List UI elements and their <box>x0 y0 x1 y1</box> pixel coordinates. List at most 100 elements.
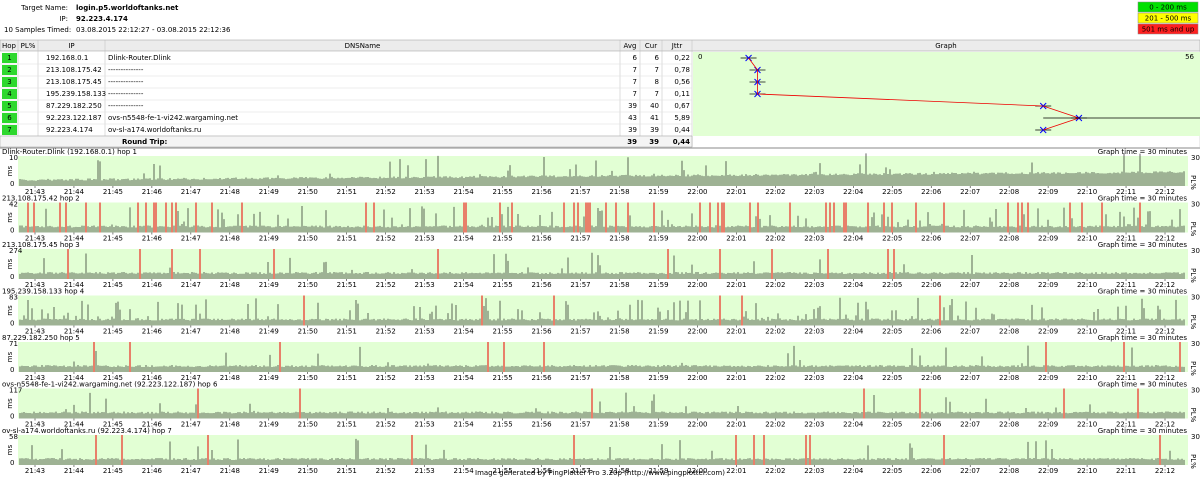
time-label: 21:45 <box>103 467 123 475</box>
ip: 213.108.175.42 <box>46 66 102 74</box>
time-label: 21:50 <box>298 188 318 196</box>
time-label: 21:48 <box>220 281 240 289</box>
graph-area <box>18 156 1188 186</box>
time-label: 22:09 <box>1038 467 1058 475</box>
time-label: 21:51 <box>337 467 357 475</box>
time-label: 21:58 <box>609 328 629 336</box>
time-label: 21:45 <box>103 328 123 336</box>
time-label: 21:46 <box>142 235 163 243</box>
pl-label: PL% <box>1189 268 1197 283</box>
time-label: 22:03 <box>804 281 824 289</box>
time-label: 22:05 <box>882 328 902 336</box>
time-label: 21:48 <box>220 235 240 243</box>
time-label: 22:00 <box>687 188 707 196</box>
y-max: 71 <box>9 340 18 348</box>
time-label: 21:50 <box>298 467 318 475</box>
column-header: Jttr <box>671 42 683 50</box>
time-label: 22:05 <box>882 235 902 243</box>
graph-area <box>18 342 1188 372</box>
time-label: 22:03 <box>804 188 824 196</box>
jttr: 0,56 <box>674 78 690 86</box>
ip: 192.168.0.1 <box>46 54 88 62</box>
time-label: 21:51 <box>337 328 357 336</box>
avg: 7 <box>633 78 637 86</box>
column-header: DNSName <box>345 42 381 50</box>
ip: 87.229.182.250 <box>46 102 102 110</box>
time-label: 22:07 <box>960 188 980 196</box>
unit: ms <box>6 305 14 316</box>
time-label: 22:10 <box>1077 328 1097 336</box>
time-label: 21:51 <box>337 188 357 196</box>
y-min: 0 <box>10 366 14 374</box>
time-label: 22:08 <box>999 421 1019 429</box>
time-label: 21:47 <box>181 188 201 196</box>
graph-title: ov-sl-a174.worldoftanks.ru (92.223.4.174… <box>2 427 172 435</box>
time-label: 22:00 <box>687 328 707 336</box>
avg: 39 <box>628 102 637 110</box>
time-label: 21:49 <box>259 281 279 289</box>
graph-bg <box>693 52 1200 136</box>
jttr: 0,67 <box>674 102 690 110</box>
time-label: 22:01 <box>726 188 746 196</box>
time-label: 22:07 <box>960 374 980 382</box>
footer: Image generated by PingPlotter Pro 3.20p… <box>475 469 725 477</box>
time-label: 22:00 <box>687 235 707 243</box>
jttr: 0,22 <box>674 54 690 62</box>
time-label: 21:59 <box>648 328 668 336</box>
time-label: 21:54 <box>454 235 475 243</box>
graph-time: Graph time = 30 minutes <box>1098 427 1188 435</box>
time-label: 22:09 <box>1038 235 1058 243</box>
time-label: 21:57 <box>570 235 590 243</box>
time-label: 22:10 <box>1077 374 1097 382</box>
graph-area <box>18 296 1188 326</box>
time-label: 21:49 <box>259 421 279 429</box>
target: login.p5.worldoftanks.net <box>76 4 179 12</box>
time-label: 21:52 <box>376 188 396 196</box>
round-trip-label: Round Trip: <box>122 138 167 146</box>
legend-label: 201 - 500 ms <box>1145 15 1192 23</box>
time-label: 22:09 <box>1038 421 1058 429</box>
dns: ov-sl-a174.worldoftanks.ru <box>108 126 201 134</box>
time-label: 22:05 <box>882 467 902 475</box>
time-label: 21:53 <box>415 467 435 475</box>
time-label: 22:07 <box>960 235 980 243</box>
time-label: 21:45 <box>103 235 123 243</box>
time-label: 22:03 <box>804 467 824 475</box>
pl-max: 30 <box>1191 387 1200 395</box>
column-header: Hop <box>2 42 17 50</box>
time-label: 21:45 <box>103 188 123 196</box>
time-label: 22:09 <box>1038 328 1058 336</box>
time-label: 22:02 <box>765 188 785 196</box>
legend-label: 0 - 200 ms <box>1149 4 1187 12</box>
time-label: 21:56 <box>531 421 552 429</box>
time-label: 21:50 <box>298 281 318 289</box>
cur: 7 <box>655 66 659 74</box>
time-label: 21:51 <box>337 374 357 382</box>
time-label: 21:57 <box>570 374 590 382</box>
table-header-bg <box>0 40 1200 51</box>
time-label: 21:58 <box>609 374 629 382</box>
graph-area <box>18 249 1188 279</box>
time-label: 21:53 <box>415 421 435 429</box>
unit: ms <box>6 351 14 362</box>
graph-title: Dlink-Router.Dlink (192.168.0.1) hop 1 <box>2 148 137 156</box>
time-label: 22:06 <box>921 235 942 243</box>
time-label: 21:58 <box>609 421 629 429</box>
avg: 7 <box>633 90 637 98</box>
time-label: 22:03 <box>804 235 824 243</box>
time-label: 22:08 <box>999 235 1019 243</box>
time-label: 21:55 <box>492 281 512 289</box>
time-label: 21:52 <box>376 281 396 289</box>
unit: ms <box>6 258 14 269</box>
time-label: 21:49 <box>259 374 279 382</box>
hop: 6 <box>7 114 12 122</box>
time-label: 22:10 <box>1077 421 1097 429</box>
unit: ms <box>6 212 14 223</box>
cur: 7 <box>655 90 659 98</box>
time-label: 21:56 <box>531 235 552 243</box>
time-label: 22:05 <box>882 374 902 382</box>
time-label: 21:55 <box>492 235 512 243</box>
cur: 40 <box>650 102 659 110</box>
dns: -------------- <box>108 90 144 98</box>
